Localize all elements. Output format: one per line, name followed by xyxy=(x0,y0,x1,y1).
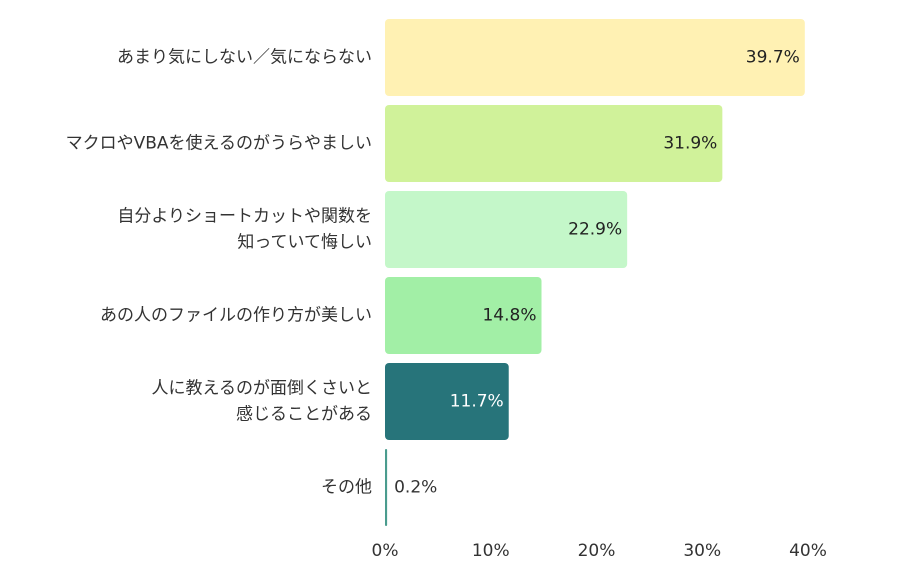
category-label-2: 自分よりショートカットや関数を知っていて悔しい xyxy=(117,207,372,253)
category-label-2-line-1: 知っていて悔しい xyxy=(237,233,372,253)
category-label-0-line-0: あまり気にしない／気にならない xyxy=(117,48,372,68)
category-label-5-line-0: その他 xyxy=(321,478,372,498)
bar-0 xyxy=(385,19,805,96)
x-tick-label-3: 30% xyxy=(683,541,721,561)
x-tick-label-1: 10% xyxy=(472,541,510,561)
bar-2 xyxy=(385,191,628,268)
category-label-1: マクロやVBAを使えるのがうらやましい xyxy=(66,133,372,154)
x-tick-label-2: 20% xyxy=(578,541,616,561)
value-labels-group: 39.7% 31.9% 22.9% 14.8% 11.7% 0.2% xyxy=(394,48,800,498)
category-label-2-line-0: 自分よりショートカットや関数を xyxy=(117,207,372,227)
value-label-5: 0.2% xyxy=(394,478,437,498)
bar-4 xyxy=(385,363,509,440)
value-label-1: 31.9% xyxy=(663,134,717,154)
x-axis-ticks-group: 0% 10% 20% 30% 40% xyxy=(372,541,827,561)
value-label-0: 39.7% xyxy=(746,48,800,68)
value-label-4: 11.7% xyxy=(450,392,504,412)
bar-3 xyxy=(385,277,542,354)
bar-1 xyxy=(385,105,723,182)
category-labels-group: あまり気にしない／気にならないマクロやVBAを使えるのがうらやましい自分よりショ… xyxy=(66,48,372,498)
category-label-4-line-1: 感じることがある xyxy=(236,405,372,425)
x-tick-label-4: 40% xyxy=(789,541,827,561)
category-label-0: あまり気にしない／気にならない xyxy=(117,48,372,68)
x-tick-label-0: 0% xyxy=(372,541,399,561)
bar-5 xyxy=(385,449,388,526)
bars-group xyxy=(385,19,805,526)
category-label-3: あの人のファイルの作り方が美しい xyxy=(100,306,372,326)
value-label-3: 14.8% xyxy=(482,306,536,326)
category-label-4: 人に教えるのが面倒くさいと感じることがある xyxy=(152,379,373,425)
category-label-3-line-0: あの人のファイルの作り方が美しい xyxy=(100,306,372,326)
category-label-5: その他 xyxy=(321,478,372,498)
value-label-2: 22.9% xyxy=(568,220,622,240)
category-label-1-line-0: マクロやVBAを使えるのがうらやましい xyxy=(66,133,372,154)
category-label-4-line-0: 人に教えるのが面倒くさいと xyxy=(152,379,373,399)
